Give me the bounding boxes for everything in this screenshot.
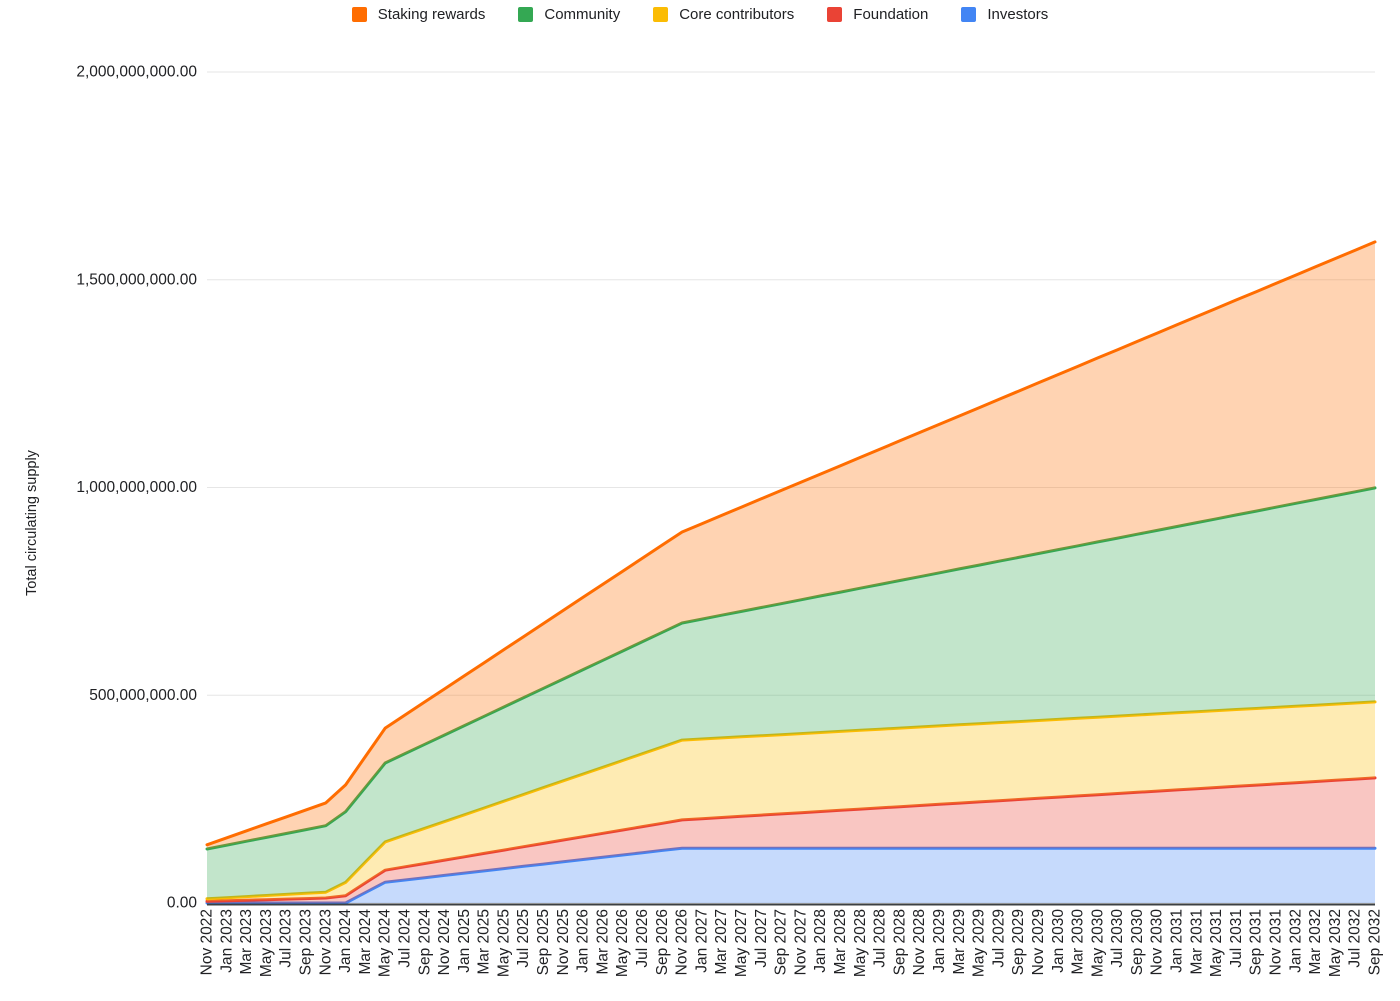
- legend-item-foundation: Foundation: [827, 6, 928, 23]
- x-tick-label: Jul 2028: [872, 909, 889, 968]
- legend-label: Foundation: [853, 6, 929, 23]
- x-tick-label: Nov 2029: [1030, 909, 1047, 975]
- line-staking-rewards: [205, 240, 1377, 847]
- chart-legend: Staking rewards Community Core contributor…: [0, 6, 1400, 23]
- x-tick-label: Jul 2031: [1228, 909, 1245, 968]
- x-tick-label: Jul 2025: [515, 909, 532, 968]
- x-tick-label: Sep 2024: [416, 909, 433, 976]
- area-core-contributors: [207, 701, 1375, 902]
- x-tick-label: Mar 2029: [951, 909, 968, 974]
- x-tick-label: Sep 2025: [535, 909, 552, 975]
- legend-label: Community: [544, 6, 621, 23]
- line-investors: [205, 846, 1377, 905]
- area-investors: [207, 848, 1375, 903]
- x-tick-label: Jan 2023: [218, 909, 235, 973]
- legend-item-investors: Investors: [961, 6, 1048, 23]
- x-tick-label: Jan 2031: [1169, 909, 1186, 973]
- x-tick-label: Sep 2032: [1367, 909, 1384, 975]
- legend-swatch-investors: [961, 7, 977, 22]
- x-tick-label: May 2032: [1327, 909, 1344, 977]
- area-foundation: [207, 777, 1375, 903]
- legend-item-community: Community: [518, 6, 620, 23]
- legend-item-core-contributors: Core contributors: [653, 6, 794, 23]
- x-tick-label: May 2031: [1208, 909, 1225, 977]
- x-tick-label: Jul 2032: [1347, 909, 1364, 968]
- x-tick-label: May 2024: [377, 909, 394, 977]
- legend-item-staking-rewards: Staking rewards: [351, 6, 486, 23]
- x-tick-label: Jul 2029: [990, 909, 1007, 968]
- x-tick-label: May 2025: [495, 909, 512, 977]
- y-tick-label: 1,500,000,000.00: [76, 271, 197, 288]
- x-tick-label: Jul 2027: [753, 909, 770, 968]
- x-tick-label: Mar 2027: [713, 909, 730, 974]
- y-tick-label: 2,000,000,000.00: [76, 64, 197, 81]
- x-tick-label: Sep 2029: [1010, 909, 1027, 975]
- area-staking-rewards: [207, 241, 1375, 849]
- x-tick-label: Jul 2026: [634, 909, 651, 968]
- x-tick-label: Nov 2024: [436, 909, 453, 976]
- x-tick-label: Mar 2032: [1307, 909, 1324, 974]
- legend-swatch-core-contributors: [653, 7, 669, 22]
- x-tick-label: Jan 2030: [1050, 909, 1067, 973]
- x-tick-label: Nov 2028: [911, 909, 928, 975]
- line-foundation: [205, 776, 1377, 903]
- legend-label: Investors: [987, 6, 1049, 23]
- legend-label: Staking rewards: [377, 6, 486, 23]
- x-tick-label: Jan 2032: [1287, 909, 1304, 973]
- x-tick-label: Mar 2024: [357, 909, 374, 975]
- x-tick-label: Mar 2030: [1070, 909, 1087, 975]
- x-tick-label: May 2028: [852, 909, 869, 977]
- x-tick-label: Sep 2026: [654, 909, 671, 975]
- y-tick-label: 500,000,000.00: [89, 687, 197, 704]
- area-community: [207, 487, 1375, 899]
- x-tick-label: Mar 2028: [832, 909, 849, 974]
- x-tick-label: Sep 2028: [891, 909, 908, 975]
- x-tick-label: Nov 2031: [1268, 909, 1285, 975]
- x-tick-label: Nov 2022: [199, 909, 216, 975]
- x-tick-label: Jan 2029: [931, 909, 948, 973]
- x-tick-label: May 2029: [971, 909, 988, 977]
- y-tick-label: 1,000,000,000.00: [76, 479, 197, 496]
- x-tick-label: Nov 2026: [674, 909, 691, 975]
- x-tick-label: May 2023: [258, 909, 275, 977]
- x-tick-label: Jul 2023: [278, 909, 295, 968]
- x-tick-label: Mar 2026: [594, 909, 611, 974]
- legend-swatch-foundation: [827, 7, 843, 22]
- line-core-contributors: [205, 700, 1377, 901]
- x-tick-label: Mar 2031: [1188, 909, 1205, 974]
- x-tick-label: Jul 2030: [1109, 909, 1126, 968]
- x-tick-label: Jan 2026: [575, 909, 592, 973]
- x-tick-label: Sep 2031: [1248, 909, 1265, 975]
- x-tick-label: Nov 2030: [1149, 909, 1166, 976]
- y-tick-label: 0.00: [167, 895, 198, 912]
- x-tick-label: Nov 2023: [317, 909, 334, 975]
- legend-swatch-staking-rewards: [351, 7, 367, 22]
- x-tick-label: Jan 2027: [693, 909, 710, 973]
- x-tick-label: Mar 2025: [476, 909, 493, 974]
- x-tick-label: Sep 2023: [297, 909, 314, 975]
- x-tick-label: Jan 2025: [456, 909, 473, 973]
- x-tick-label: Jan 2028: [812, 909, 829, 973]
- legend-swatch-community: [518, 7, 534, 22]
- x-tick-label: Sep 2027: [773, 909, 790, 975]
- x-tick-label: May 2026: [614, 909, 631, 977]
- x-tick-label: Sep 2030: [1129, 909, 1146, 976]
- x-tick-label: May 2027: [733, 909, 750, 977]
- x-tick-label: Jan 2024: [337, 909, 354, 973]
- x-tick-label: Jul 2024: [396, 909, 413, 968]
- x-tick-label: Nov 2027: [792, 909, 809, 975]
- x-tick-label: Mar 2023: [238, 909, 255, 974]
- x-tick-label: May 2030: [1089, 909, 1106, 977]
- line-community: [205, 486, 1377, 851]
- legend-label: Core contributors: [679, 6, 795, 23]
- x-tick-label: Nov 2025: [555, 909, 572, 975]
